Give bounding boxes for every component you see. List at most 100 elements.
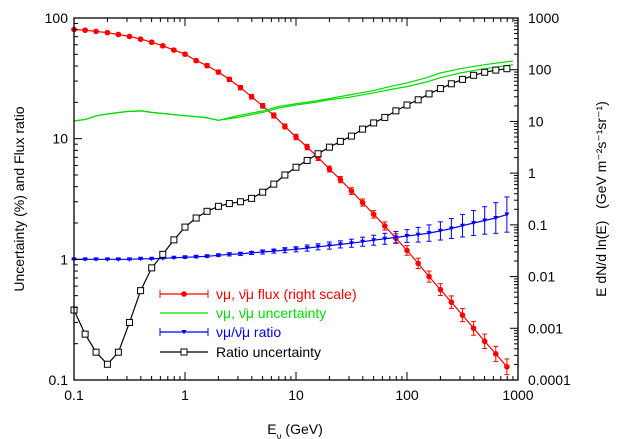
legend: νμ, ν̄μ flux (right scale) νμ, ν̄μ uncert…: [159, 286, 357, 360]
data-point: [447, 80, 455, 88]
data-point: [203, 207, 211, 215]
data-point: [448, 299, 455, 305]
data-point: [437, 286, 444, 293]
data-point: [138, 256, 144, 262]
data-point: [171, 255, 177, 261]
data-point: [115, 31, 122, 38]
y-axis-label-left: Uncertainty (%) and Flux ratio: [11, 106, 27, 291]
data-point: [470, 71, 478, 79]
data-point: [104, 257, 110, 262]
y-right-tick-label: 1: [528, 165, 536, 181]
data-point: [182, 51, 188, 57]
data-point: [336, 137, 344, 145]
data-point: [248, 93, 255, 100]
data-point: [204, 254, 210, 259]
data-point: [237, 251, 243, 257]
data-point: [271, 249, 277, 254]
legend-marker: [181, 291, 187, 297]
data-point: [214, 202, 222, 210]
data-point: [459, 223, 465, 229]
data-point: [436, 85, 444, 93]
series-0: [71, 26, 510, 376]
data-point: [437, 228, 443, 234]
legend-label: νμ/ν̄μ ratio: [216, 324, 281, 340]
data-point: [482, 218, 488, 223]
data-point: [293, 247, 299, 252]
data-point: [170, 236, 178, 244]
data-point: [82, 27, 88, 34]
data-point: [148, 39, 155, 46]
data-point: [115, 257, 121, 262]
y-left-tick-label: 0.1: [49, 372, 69, 388]
data-point: [404, 247, 410, 254]
data-point: [149, 256, 155, 262]
data-point: [260, 250, 266, 255]
data-point: [448, 226, 454, 232]
data-point: [470, 325, 477, 332]
data-point: [271, 112, 277, 119]
data-point: [93, 257, 99, 262]
data-point: [215, 69, 222, 75]
data-point: [415, 260, 421, 267]
data-point: [192, 214, 200, 222]
data-point: [215, 253, 221, 258]
legend-label: Ratio uncertainty: [216, 344, 321, 360]
data-point: [182, 255, 188, 260]
data-point: [348, 188, 355, 194]
data-point: [458, 75, 466, 83]
x-tick-label: 10: [288, 387, 304, 403]
data-point: [137, 287, 145, 295]
data-point: [370, 211, 377, 218]
data-point: [426, 273, 432, 280]
data-point: [304, 246, 310, 251]
legend-label: νμ, ν̄μ uncertainty: [216, 305, 326, 321]
data-point: [459, 312, 466, 318]
data-point: [471, 221, 477, 226]
data-point: [314, 150, 322, 158]
legend-item: νμ, ν̄μ uncertainty: [160, 305, 326, 321]
data-point: [426, 231, 432, 236]
data-point: [382, 223, 388, 229]
data-point: [282, 248, 288, 253]
data-point: [82, 257, 88, 262]
data-point: [348, 241, 354, 246]
x-tick-label: 0.1: [64, 387, 84, 403]
legend-item: Ratio uncertainty: [160, 344, 321, 360]
data-point: [159, 250, 167, 258]
data-point: [148, 264, 156, 272]
data-point: [236, 198, 244, 206]
data-point: [347, 132, 355, 140]
data-point: [193, 254, 199, 260]
legend-marker: [180, 348, 188, 356]
data-point: [370, 119, 378, 127]
data-point: [425, 90, 433, 98]
data-point: [104, 29, 111, 36]
data-point: [125, 318, 133, 326]
series-line: [73, 60, 513, 122]
series-line: [73, 64, 513, 122]
data-point: [281, 171, 289, 179]
data-point: [403, 101, 411, 109]
axis-ticks: 0.1 1 10 100 1000 0.1 1 10 100 0.0001 0.001 0.01 0.1…: [45, 10, 571, 403]
y-right-tick-label: 100: [528, 62, 552, 78]
series-line: [73, 68, 507, 366]
data-point: [248, 194, 256, 202]
data-point: [204, 62, 210, 69]
data-point: [114, 348, 122, 356]
data-point: [225, 200, 233, 208]
y-right-tick-label: 1000: [528, 10, 559, 26]
y-right-tick-label: 0.001: [528, 320, 563, 336]
data-point: [160, 43, 166, 49]
x-tick-label: 1: [181, 387, 189, 403]
data-point: [382, 236, 388, 242]
data-point: [381, 113, 389, 121]
data-point: [193, 57, 199, 64]
data-point: [92, 348, 100, 356]
y-axis-label-right: E dN/d ln(E) (GeV m⁻²s⁻¹sr⁻¹): [593, 101, 609, 297]
data-point: [493, 216, 499, 221]
data-point: [492, 66, 500, 74]
plot-content: [70, 26, 513, 376]
y-right-tick-label: 0.01: [528, 269, 555, 285]
data-point: [293, 134, 299, 140]
